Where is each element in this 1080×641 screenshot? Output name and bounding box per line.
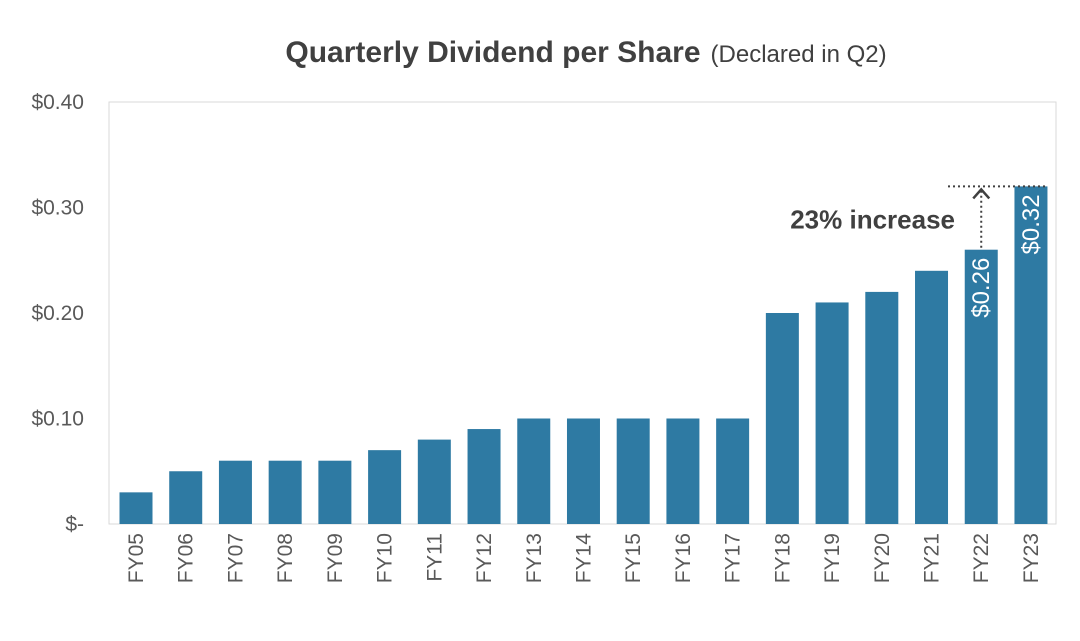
bar-fy10 (368, 450, 402, 524)
increase-annotation: 23% increase (790, 185, 1048, 248)
x-tick-label: FY21 (921, 533, 944, 583)
bar-fy17 (716, 418, 750, 524)
y-axis: $0.40 $0.30 $0.20 $0.10 $- (31, 91, 84, 536)
x-tick-label: FY08 (274, 533, 297, 583)
x-tick-label: FY22 (970, 533, 993, 583)
bar-fy23 (1014, 186, 1048, 524)
bar-fy16 (666, 418, 700, 524)
chart-title: Quarterly Dividend per Share (Declared in… (285, 36, 886, 69)
x-tick-label: FY18 (771, 533, 794, 583)
y-tick-label: $0.20 (31, 302, 84, 325)
bar-fy09 (318, 460, 352, 524)
x-tick-label: FY23 (1020, 533, 1043, 583)
x-axis: FY05 FY06 FY07 FY08 FY09 FY10 FY11 FY12 FY13 FY14… (125, 533, 1043, 584)
bar-fy13 (517, 418, 551, 524)
increase-arrow-head (972, 187, 991, 200)
x-tick-label: FY15 (622, 533, 645, 583)
x-tick-label: FY14 (572, 533, 595, 584)
y-tick-label: $- (65, 513, 84, 536)
x-tick-label: FY19 (821, 533, 844, 583)
bar-fy05 (119, 492, 153, 524)
x-tick-label: FY17 (722, 533, 745, 583)
x-tick-label: FY13 (523, 533, 546, 583)
bar-fy21 (915, 270, 949, 524)
bar-series (119, 186, 1048, 524)
increase-annotation-text: 23% increase (790, 204, 955, 234)
x-tick-label: FY06 (175, 533, 198, 583)
x-tick-label: FY10 (374, 533, 397, 583)
bar-fy08 (268, 460, 302, 524)
y-tick-label: $0.40 (31, 91, 84, 114)
bar-fy18 (765, 313, 799, 524)
bar-fy20 (865, 291, 899, 524)
bar-fy15 (616, 418, 650, 524)
x-tick-label: FY11 (423, 533, 446, 582)
x-tick-label: FY12 (473, 533, 496, 583)
y-tick-label: $0.30 (31, 197, 84, 220)
bar-fy07 (218, 460, 252, 524)
x-tick-label: FY05 (125, 533, 148, 583)
bar-data-labels: $0.26 $0.32 (968, 194, 1045, 317)
x-tick-label: FY09 (324, 533, 347, 583)
chart-title-main: Quarterly Dividend per Share (285, 36, 700, 69)
bar-fy19 (815, 302, 849, 524)
y-tick-label: $0.10 (31, 408, 84, 431)
bar-data-label: $0.26 (968, 258, 995, 318)
bar-fy06 (169, 471, 203, 524)
x-tick-label: FY20 (871, 533, 894, 583)
x-tick-label: FY07 (224, 533, 247, 583)
chart-title-subtitle: (Declared in Q2) (711, 41, 887, 68)
bar-fy12 (467, 429, 501, 524)
x-tick-label: FY16 (672, 533, 695, 583)
bar-fy11 (417, 439, 451, 524)
bar-fy22 (964, 249, 998, 524)
bar-data-label: $0.32 (1018, 194, 1045, 254)
bar-fy14 (566, 418, 600, 524)
